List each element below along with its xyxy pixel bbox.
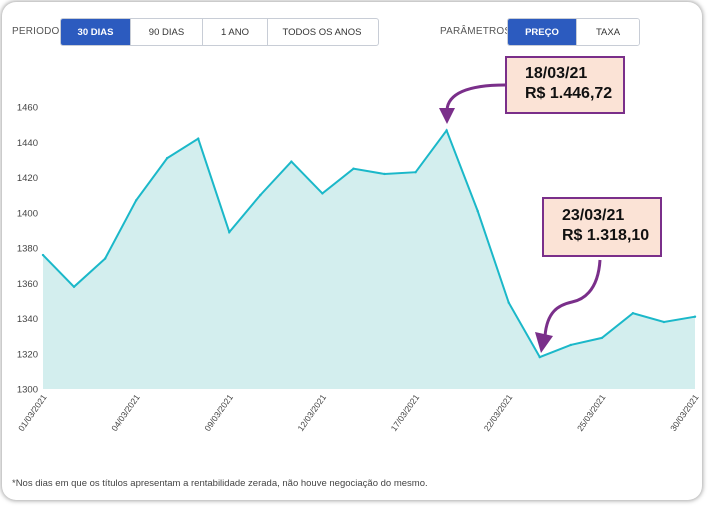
x-axis: 01/03/2021 04/03/2021 09/03/2021 12/03/2021… [16,392,701,433]
chart-card: PERIODO 30 DIAS 90 DIAS 1 ANO TODOS OS A… [2,2,702,500]
arrow-to-peak [445,83,506,111]
period-90-days-button[interactable]: 90 DIAS [131,19,203,45]
data-point [538,355,541,359]
data-point [259,193,262,197]
y-tick-label: 1460 [17,103,38,114]
data-point [321,192,324,195]
data-point [693,315,697,318]
price-button[interactable]: PREÇO [508,19,577,45]
trough-callout-date: 23/03/21 [562,207,625,224]
price-chart: 1300 1320 1340 1360 1380 1400 1420 1440 1460 01/… [16,83,701,433]
x-tick-label: 25/03/2021 [575,392,608,433]
x-tick-label: 30/03/2021 [668,392,701,433]
rate-button[interactable]: TAXA [577,19,639,45]
price-line [42,128,696,359]
period-selector: 30 DIAS 90 DIAS 1 ANO TODOS OS ANOS [60,18,379,46]
data-point [414,171,417,174]
peak-callout-date: 18/03/21 [525,65,588,82]
x-tick-label: 17/03/2021 [389,392,422,433]
x-tick-label: 01/03/2021 [16,392,49,433]
price-area [43,130,695,389]
arrow-head-trough [535,332,553,353]
data-points [41,129,697,359]
data-point [228,230,231,234]
data-point [569,343,573,347]
x-tick-label: 12/03/2021 [295,392,328,433]
period-all-years-button[interactable]: TODOS OS ANOS [268,19,376,45]
data-point [352,167,355,170]
data-point [197,137,200,140]
data-point [383,172,386,176]
trough-callout-value: R$ 1.318,10 [562,227,650,244]
x-tick-label: 09/03/2021 [202,392,235,433]
data-point [41,253,45,257]
data-point [662,320,666,324]
y-tick-label: 1400 [17,208,38,219]
annotation-arrows [439,83,602,353]
trough-callout: 23/03/21 R$ 1.318,10 [542,197,662,257]
parameters-label: PARÂMETROS [440,26,512,37]
footnote: *Nos dias em que os títulos apresentam a… [12,478,428,489]
period-30-days-button[interactable]: 30 DIAS [61,19,131,45]
data-point [165,156,169,160]
data-point [507,301,510,304]
period-1-year-button[interactable]: 1 ANO [203,19,268,45]
y-tick-label: 1340 [17,314,38,325]
y-tick-label: 1440 [17,138,38,149]
data-point [600,336,604,340]
data-point [72,285,76,288]
y-axis: 1300 1320 1340 1360 1380 1400 1420 1440 1460 [17,103,38,396]
y-tick-label: 1420 [17,173,38,184]
arrow-to-trough [543,259,602,337]
data-point [134,199,138,202]
data-point [103,257,107,260]
arrow-head-peak [439,108,455,124]
period-label: PERIODO [12,26,60,37]
y-tick-label: 1360 [17,279,38,290]
data-point [445,129,448,132]
y-tick-label: 1300 [17,385,38,396]
parameter-selector: PREÇO TAXA [507,18,640,46]
peak-callout-value: R$ 1.446,72 [525,85,613,102]
x-tick-label: 22/03/2021 [482,392,515,433]
y-tick-label: 1380 [17,244,38,255]
data-point [476,209,479,213]
y-tick-label: 1320 [17,349,38,360]
x-tick-label: 04/03/2021 [109,392,142,433]
peak-callout: 18/03/21 R$ 1.446,72 [505,56,625,114]
data-point [631,312,635,315]
data-point [290,160,293,163]
